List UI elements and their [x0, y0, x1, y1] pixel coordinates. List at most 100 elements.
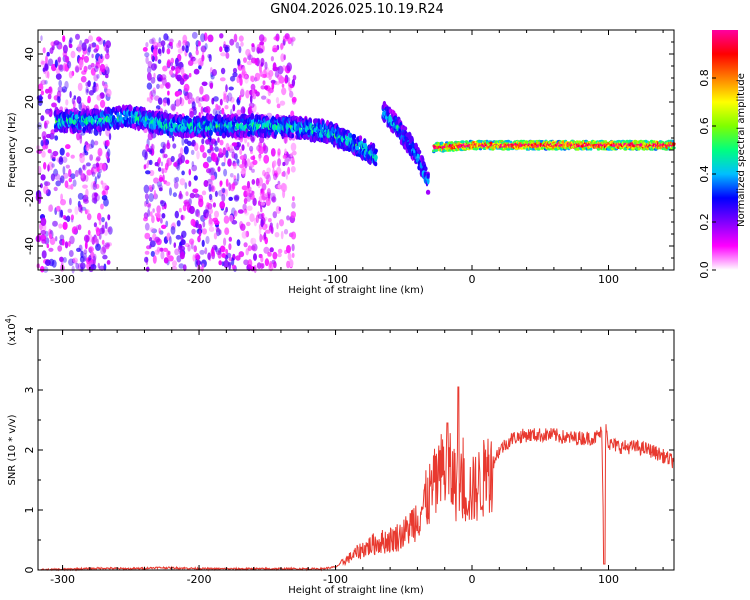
spectrogram-noise-cell [151, 184, 155, 190]
spectrogram-noise-cell [175, 57, 179, 67]
spectrogram-noise-cell [241, 185, 248, 191]
spectrogram-noise-cell [291, 201, 296, 209]
spectrogram-noise-cell [90, 139, 95, 149]
spectrogram-noise-cell [88, 266, 94, 273]
spectrogram-noise-cell [251, 89, 255, 97]
spectrogram-noise-cell [55, 236, 58, 242]
spectrogram-noise-cell [180, 67, 185, 76]
spectrogram-noise-cell [254, 72, 261, 82]
spectrogram-noise-cell [231, 207, 236, 217]
spectrogram-noise-cell [150, 89, 156, 97]
spectrogram-peak-cell [648, 144, 651, 147]
spectrogram-noise-cell [157, 48, 162, 55]
spectrogram-noise-cell [49, 233, 52, 239]
spectrogram-ridge-cell [65, 127, 69, 134]
spectrogram-noise-cell [181, 45, 185, 52]
spectrogram-noise-cell [244, 160, 248, 169]
spectrogram-noise-cell [106, 226, 111, 233]
spectrogram-ridge-cell [136, 106, 140, 112]
spectrogram-noise-cell [60, 193, 63, 201]
spectrogram-noise-cell [148, 150, 153, 155]
spectrogram-peak-cell [557, 144, 559, 147]
spectrogram-noise-cell [61, 86, 68, 93]
spectrogram-noise-cell [246, 60, 253, 66]
spectrogram-noise-cell [101, 80, 105, 87]
spectrogram-ridge-cell [355, 145, 360, 151]
spectrogram-noise-cell [47, 58, 54, 67]
spectrogram-noise-cell [88, 255, 92, 261]
spectrogram-noise-cell [280, 182, 287, 192]
spectrogram-noise-cell [171, 222, 176, 228]
spectrogram-noise-cell [37, 165, 42, 175]
spectrogram-noise-cell [53, 186, 58, 192]
spectrogram-peak-cell [554, 144, 556, 147]
spectrogram-noise-cell [96, 156, 101, 162]
spectrogram-noise-cell [223, 215, 230, 224]
spectrogram-noise-cell [156, 83, 160, 89]
spectrogram-noise-cell [185, 45, 189, 53]
spectrogram-noise-cell [178, 244, 183, 250]
spectrogram-noise-cell [209, 144, 213, 151]
spectrogram-noise-cell [201, 95, 207, 102]
spectrogram-noise-cell [221, 261, 225, 267]
spectrogram-noise-cell [99, 63, 106, 73]
spectrogram-noise-cell [244, 136, 248, 144]
spectrogram-noise-cell [188, 52, 192, 58]
spectrogram-noise-cell [53, 40, 60, 46]
spectrogram-noise-cell [101, 194, 108, 201]
spectrogram-noise-cell [49, 47, 54, 54]
spectrogram-noise-cell [167, 90, 170, 96]
spectrogram-noise-cell [91, 236, 96, 245]
spectrogram-noise-cell [187, 140, 192, 146]
spectrogram-noise-cell [162, 145, 166, 154]
spectrogram-noise-cell [60, 209, 64, 218]
spectrogram-peak-cell [485, 144, 487, 147]
spectrogram-noise-cell [238, 35, 244, 42]
spectrogram-noise-cell [168, 41, 173, 47]
spectrogram-noise-cell [93, 222, 97, 228]
spectrogram-noise-cell [82, 164, 87, 171]
spectrogram-noise-cell [192, 188, 199, 194]
spectrogram-noise-cell [161, 45, 165, 54]
spectrogram-noise-cell [249, 105, 253, 115]
spectrogram-noise-cell [78, 203, 82, 213]
spectrogram-noise-cell [40, 229, 47, 236]
spectrogram-noise-cell [222, 188, 226, 194]
spectrogram-ridge-cell [425, 189, 431, 195]
spectrogram-noise-cell [284, 135, 287, 144]
spectrogram-noise-cell [152, 48, 158, 57]
spectrogram-noise-cell [283, 228, 289, 235]
spectrogram-noise-cell [249, 213, 255, 223]
spectrogram-noise-cell [57, 86, 63, 93]
spectrogram-noise-cell [165, 181, 171, 186]
snr-x-label: Height of straight line (km) [288, 585, 424, 596]
spectrogram-noise-cell [184, 182, 188, 190]
spectrogram-noise-cell [149, 227, 155, 232]
spectrogram-noise-cell [62, 44, 68, 54]
spectrogram-noise-cell [206, 149, 212, 154]
spectrogram-noise-cell [156, 205, 161, 214]
spectrogram-noise-cell [49, 132, 55, 140]
spectrogram-noise-cell [149, 211, 153, 217]
spectrogram-noise-cell [223, 154, 227, 164]
spectrogram-noise-cell [170, 65, 176, 71]
spectrogram-noise-cell [191, 228, 196, 235]
spectrogram-noise-cell [148, 193, 154, 202]
spectrogram-noise-cell [193, 68, 200, 75]
spectrogram-noise-cell [247, 259, 253, 268]
spectrogram-noise-cell [53, 168, 59, 177]
spectrogram-noise-cell [185, 191, 189, 197]
spectrogram-peak-cell [649, 144, 651, 147]
spectrogram-noise-cell [104, 229, 108, 236]
spectrogram-noise-cell [273, 173, 278, 181]
spectrogram-noise-cell [167, 43, 171, 49]
spectrogram-noise-cell [184, 201, 191, 207]
spectrogram-noise-cell [101, 182, 108, 190]
spectrogram-noise-cell [100, 203, 104, 210]
spectrogram-noise-cell [249, 145, 254, 152]
spectrogram-noise-cell [162, 247, 169, 252]
snr-y-tick-label: 4 [23, 327, 36, 334]
spectrogram-noise-cell [246, 187, 250, 197]
spectrogram-noise-cell [274, 70, 280, 78]
spectrogram-noise-cell [84, 38, 89, 44]
